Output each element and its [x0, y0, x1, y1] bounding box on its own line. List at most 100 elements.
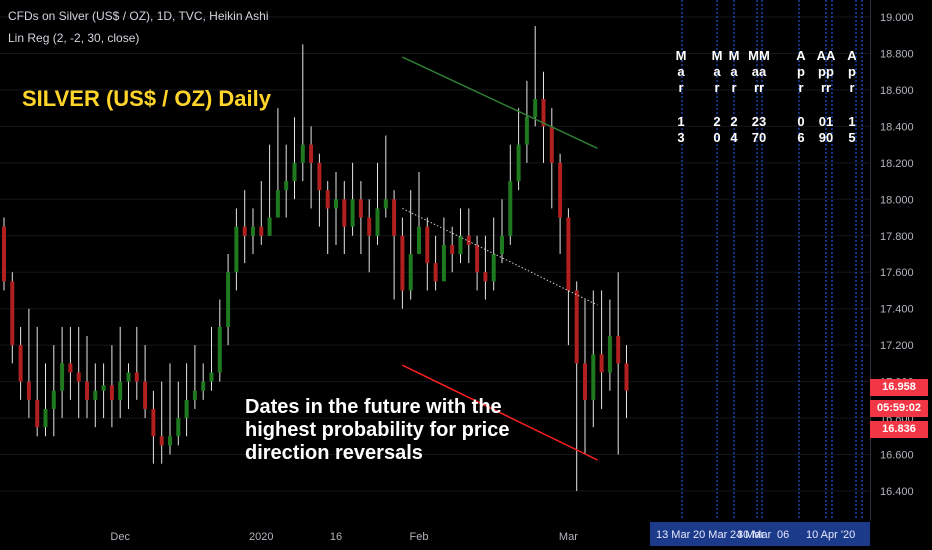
- future-date-day: 23: [752, 114, 766, 129]
- candle-body: [143, 381, 148, 409]
- future-date-month: r: [731, 80, 736, 95]
- price-tick-label: 18.600: [880, 85, 914, 97]
- time-tick-label: Feb: [410, 531, 429, 543]
- candle-body: [358, 199, 363, 218]
- candle-body: [350, 199, 355, 227]
- candle-body: [259, 226, 264, 236]
- candle-body: [201, 381, 206, 391]
- candle-body: [367, 217, 372, 236]
- price-tick-label: 17.400: [880, 304, 914, 316]
- dotted-regression-line[interactable]: [402, 207, 598, 306]
- candle-body: [317, 162, 322, 191]
- candle-body: [616, 336, 621, 364]
- candle-body: [68, 363, 73, 373]
- candle-body: [234, 226, 239, 273]
- future-date-month: rr: [821, 80, 831, 95]
- green-resistance-line[interactable]: [402, 56, 598, 149]
- candle-body: [309, 144, 314, 163]
- price-tick-label: 18.800: [880, 48, 914, 60]
- candle-body: [60, 363, 65, 391]
- future-date-month: p: [848, 64, 856, 79]
- future-date-month: p: [797, 64, 805, 79]
- chart-symbol-header: CFDs on Silver (US$ / OZ), 1D, TVC, Heik…: [8, 9, 269, 23]
- annotation-line: highest probability for price: [245, 419, 510, 441]
- candle-body: [334, 199, 338, 209]
- candle-body: [101, 385, 106, 391]
- candle-body: [450, 244, 455, 254]
- candle-body: [251, 226, 255, 236]
- candle-body: [184, 399, 189, 419]
- future-date-axis-label: 20 Mar: [693, 529, 728, 541]
- candle-body: [226, 272, 231, 327]
- future-date-day: 70: [752, 130, 766, 145]
- chart-title-overlay: SILVER (US$ / OZ) Daily: [22, 86, 271, 111]
- grid: [0, 16, 870, 492]
- candle-body: [491, 254, 496, 282]
- candle-body: [109, 385, 114, 400]
- future-date-day: 2: [713, 114, 720, 129]
- future-date-labels: Mar13Mar20Mar24MMaarr2370Apr06AApprr0190…: [676, 48, 858, 145]
- future-date-axis-label: 24 Mar: [730, 529, 765, 541]
- future-date-month: A: [847, 48, 857, 63]
- future-date-month: r: [714, 80, 719, 95]
- future-date-month: M: [729, 48, 740, 63]
- annotation-line: Dates in the future with the: [245, 396, 502, 418]
- candle-body: [425, 226, 430, 264]
- candle-body: [126, 372, 131, 382]
- candle-body: [392, 199, 397, 236]
- candle-body: [43, 408, 48, 428]
- candle-body: [292, 162, 297, 182]
- red-support-line[interactable]: [402, 364, 598, 461]
- candle-body: [483, 272, 488, 282]
- candle-body: [275, 190, 280, 218]
- candle-body: [475, 244, 480, 273]
- indicator-legend[interactable]: Lin Reg (2, -2, 30, close): [8, 31, 140, 45]
- candle-body: [10, 281, 15, 346]
- future-date-month: a: [713, 64, 721, 79]
- candle-body: [18, 345, 23, 382]
- candle-body: [284, 181, 289, 191]
- price-axis[interactable]: 16.40016.60016.80017.00017.20017.40017.6…: [880, 12, 914, 498]
- future-date-day: 0: [713, 130, 720, 145]
- axis-separator: [870, 0, 871, 520]
- future-date-axis-label: 13 Mar: [656, 529, 691, 541]
- time-tick-label: Dec: [110, 531, 130, 543]
- future-date-axis-label: 10 Apr '20: [806, 529, 855, 541]
- future-date-month: M: [712, 48, 723, 63]
- candle-body: [209, 372, 214, 382]
- price-tick-label: 17.200: [880, 340, 914, 352]
- candle-body: [508, 181, 513, 236]
- price-tick-label: 16.600: [880, 450, 914, 462]
- future-date-day: 4: [730, 130, 738, 145]
- candle-body: [35, 399, 40, 428]
- candle-body: [591, 354, 596, 400]
- candle-body: [267, 217, 272, 236]
- candle-body: [417, 226, 421, 254]
- candle-body: [408, 254, 413, 291]
- time-tick-label: 2020: [249, 531, 273, 543]
- future-date-month: M: [676, 48, 687, 63]
- candle-body: [85, 381, 89, 400]
- candle-body: [400, 235, 405, 291]
- future-date-day: 2: [730, 114, 737, 129]
- future-date-month: a: [677, 64, 685, 79]
- candle-body: [574, 290, 579, 364]
- future-date-day: 01: [819, 114, 833, 129]
- future-date-month: r: [849, 80, 854, 95]
- candle-body: [383, 199, 388, 209]
- candle-body: [458, 235, 463, 254]
- time-tick-label: 16: [330, 531, 342, 543]
- candle-body: [599, 354, 604, 373]
- time-tick-label: Mar: [559, 531, 578, 543]
- candle-body: [118, 381, 123, 400]
- future-date-axis-bg: [650, 522, 870, 546]
- trendlines: [402, 56, 598, 461]
- candle-body: [192, 390, 197, 400]
- candle-body: [375, 208, 380, 236]
- candle-body: [168, 436, 172, 446]
- future-date-month: pp: [818, 64, 834, 79]
- candle-body: [441, 244, 446, 282]
- candles: [2, 26, 629, 491]
